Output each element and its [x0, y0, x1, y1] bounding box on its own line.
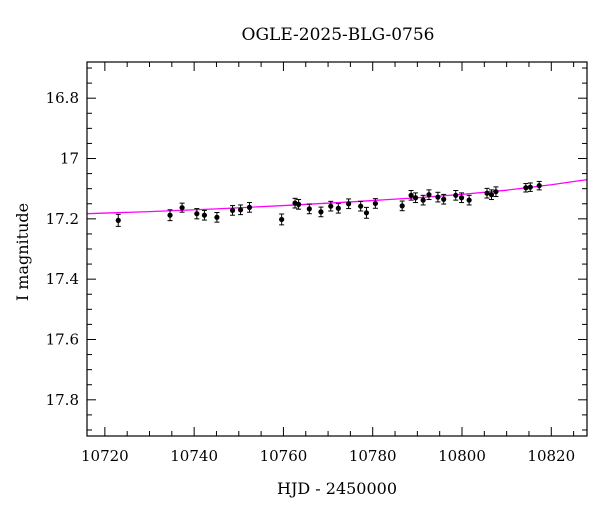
axis-ticks: 10720 10740 10760 10780 10800 10820 16.8 17 17.2…	[46, 62, 587, 465]
data-point	[412, 195, 419, 201]
data-point	[201, 212, 208, 218]
data-point	[115, 217, 121, 223]
data-point	[453, 192, 459, 198]
data-point	[167, 212, 173, 218]
x-axis-label: HJD - 2450000	[277, 479, 397, 498]
data-point	[527, 184, 533, 190]
data-point	[441, 196, 447, 202]
data-point	[493, 189, 499, 195]
data-point	[399, 203, 405, 209]
data-point	[536, 183, 542, 189]
data-point	[484, 190, 490, 196]
x-tick-label: 10720	[81, 447, 129, 465]
data-point	[358, 203, 364, 209]
data-points-layer	[115, 180, 542, 227]
data-point	[346, 201, 352, 207]
y-tick-label: 17.6	[46, 330, 79, 348]
data-point	[488, 192, 495, 198]
data-point	[296, 201, 302, 207]
x-tick-label: 10740	[170, 447, 218, 465]
chart-title: OGLE-2025-BLG-0756	[242, 25, 435, 45]
data-point	[306, 206, 312, 212]
x-tick-label: 10760	[260, 447, 308, 465]
x-tick-label: 10820	[527, 447, 575, 465]
data-point	[179, 205, 185, 211]
y-tick-label: 17	[60, 150, 79, 168]
data-point	[246, 204, 253, 210]
data-point	[458, 195, 465, 201]
data-point	[318, 209, 324, 215]
data-point	[372, 200, 378, 207]
y-tick-label: 17.8	[46, 391, 79, 409]
x-tick-label: 10780	[349, 447, 397, 465]
data-point	[408, 192, 414, 198]
data-point	[229, 207, 236, 213]
y-tick-label: 16.8	[46, 89, 79, 107]
data-point	[279, 216, 285, 223]
data-point	[435, 194, 441, 200]
x-tick-label: 10800	[438, 447, 486, 465]
data-point	[363, 210, 370, 216]
data-point	[214, 214, 220, 220]
data-point	[466, 197, 472, 203]
y-axis-label: I magnitude	[13, 203, 32, 301]
y-tick-label: 17.2	[46, 210, 79, 228]
data-point	[335, 205, 341, 211]
data-point	[194, 211, 200, 217]
plot-frame	[86, 61, 588, 437]
data-point	[237, 207, 244, 213]
data-point	[328, 203, 334, 209]
data-point	[523, 185, 529, 191]
y-tick-label: 17.4	[46, 270, 79, 288]
data-point	[426, 192, 432, 198]
data-point	[420, 197, 426, 203]
